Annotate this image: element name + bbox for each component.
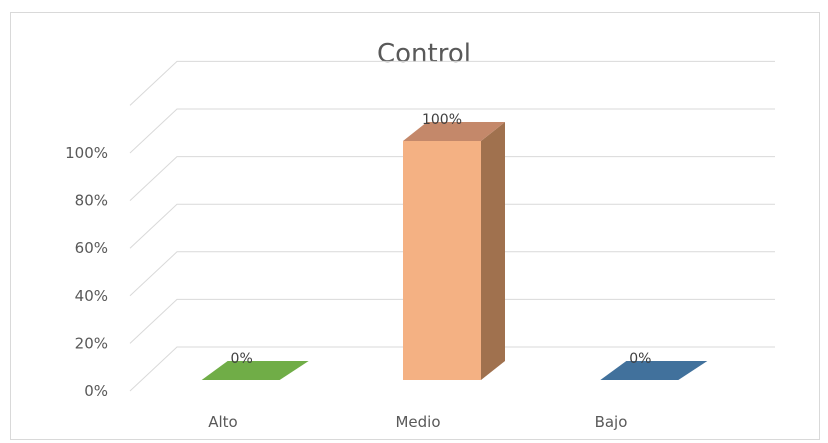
gridline [129, 346, 775, 392]
x-axis-category-labels: Alto Medio Bajo [208, 413, 627, 431]
bar-side [481, 122, 505, 380]
data-label: 0% [231, 351, 253, 367]
data-label: 100% [422, 112, 462, 128]
gridline [129, 60, 775, 106]
gridline [129, 156, 775, 201]
gridline [129, 298, 775, 344]
y-tick-label: 60% [75, 239, 108, 257]
data-label: 0% [629, 351, 651, 367]
gridline [129, 203, 775, 249]
bar-medio [403, 141, 481, 380]
category-label: Medio [395, 413, 440, 431]
category-label: Bajo [595, 413, 628, 431]
y-axis-tick-labels: 0% 20% 40% 60% 80% 100% [65, 144, 108, 400]
y-tick-label: 40% [75, 287, 108, 305]
bars [201, 122, 708, 380]
y-tick-label: 100% [65, 144, 108, 162]
gridline [129, 108, 775, 154]
gridlines [129, 60, 775, 392]
y-tick-label: 80% [75, 192, 108, 210]
y-tick-label: 0% [84, 382, 108, 400]
bar-top [403, 122, 505, 141]
gridline [129, 251, 775, 297]
chart-title: Control [377, 39, 471, 69]
bar-alto [201, 361, 309, 380]
data-labels: 0% 100% 0% [231, 112, 652, 367]
category-label: Alto [208, 413, 238, 431]
bar-bajo [600, 361, 708, 380]
y-tick-label: 20% [75, 334, 108, 352]
